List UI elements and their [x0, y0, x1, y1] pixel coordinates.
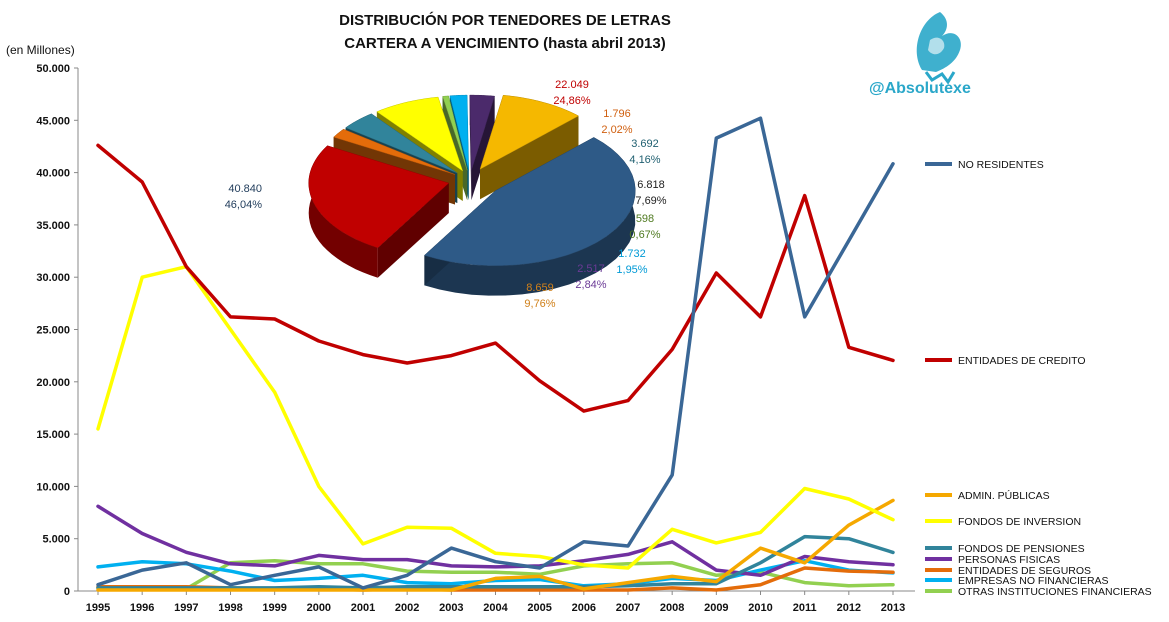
x-tick-label: 2007 — [616, 602, 640, 614]
x-tick-label: 2003 — [439, 602, 463, 614]
pie-value-label: 40.840 — [228, 183, 262, 195]
y-tick-label: 30.000 — [36, 272, 70, 284]
pie-chart: 40.840 46,04% 22.049 24,86% 1.796 2,02% 3.692 4… — [225, 79, 667, 310]
pie-slice-wall — [471, 96, 495, 201]
x-tick-label: 2009 — [704, 602, 728, 614]
x-tick-label: 2012 — [837, 602, 861, 614]
pie-slice-side — [424, 137, 636, 296]
pie-percent-label: 0,67% — [629, 229, 660, 241]
series-line-2 — [96, 498, 895, 592]
pie-percent-label: 2,02% — [601, 124, 632, 136]
x-tick-label: 2002 — [395, 602, 419, 614]
legend-label: NO RESIDENTES — [958, 159, 1044, 171]
pie-slice-side — [308, 145, 378, 278]
legend: NO RESIDENTES ENTIDADES DE CREDITO ADMIN. … — [925, 159, 1152, 598]
legend-label: FONDOS DE PENSIONES — [958, 543, 1085, 555]
series-line-1 — [96, 143, 895, 413]
pie-percent-label: 1,95% — [616, 264, 647, 276]
y-tick-label: 20.000 — [36, 377, 70, 389]
pie-value-label: 22.049 — [555, 79, 589, 91]
legend-label: EMPRESAS NO FINANCIERAS — [958, 575, 1109, 587]
pie-value-label: 2.517 — [577, 263, 605, 275]
legend-label: ENTIDADES DE SEGUROS — [958, 565, 1091, 577]
series-line-5 — [96, 504, 895, 578]
pie-slice — [333, 128, 456, 175]
legend-label: PERSONAS FISICAS — [958, 554, 1060, 566]
brand-handle: @Absolutexe — [869, 80, 971, 97]
pie-slice — [479, 95, 580, 170]
x-tick-label: 2008 — [660, 602, 684, 614]
x-tick-label: 2000 — [307, 602, 331, 614]
y-tick-label: 25.000 — [36, 325, 70, 337]
pie-value-label: 598 — [636, 213, 654, 225]
series-line-0 — [96, 116, 895, 590]
x-tick-label: 2010 — [748, 602, 772, 614]
pie-percent-label: 46,04% — [225, 199, 263, 211]
pie-slice — [423, 137, 636, 266]
pie-percent-label: 4,16% — [629, 154, 660, 166]
y-tick-label: 10.000 — [36, 481, 70, 493]
axes: 0 5.000 10.000 15.000 20.000 25.000 30.000 35.0… — [36, 63, 915, 614]
pie-slice — [449, 94, 469, 171]
x-tick-label: 1995 — [86, 602, 110, 614]
y-tick-label: 5.000 — [42, 534, 70, 546]
pie-percent-label: 24,86% — [553, 95, 591, 107]
pie-slice — [376, 96, 464, 172]
pie-slice — [308, 145, 450, 249]
x-tick-label: 2001 — [351, 602, 375, 614]
line-series — [96, 116, 895, 592]
pie-percent-label: 9,76% — [524, 298, 555, 310]
y-tick-label: 45.000 — [36, 115, 70, 127]
pie-slice-wall — [480, 115, 579, 200]
pie-slice — [345, 113, 458, 174]
pie-value-label: 1.732 — [618, 248, 646, 260]
pie-percent-label: 2,84% — [575, 279, 606, 291]
legend-label: ENTIDADES DE CREDITO — [958, 355, 1086, 367]
y-tick-label: 15.000 — [36, 429, 70, 441]
series-line-4 — [96, 534, 895, 590]
x-tick-label: 2006 — [572, 602, 596, 614]
pie-value-label: 1.796 — [603, 108, 631, 120]
y-tick-label: 50.000 — [36, 63, 70, 75]
x-tick-label: 2011 — [793, 602, 817, 614]
pie-value-label: 3.692 — [631, 138, 659, 150]
legend-label: ADMIN. PÚBLICAS — [958, 489, 1050, 502]
x-tick-label: 1998 — [218, 602, 242, 614]
pie-value-label: 8.659 — [526, 282, 554, 294]
pie-percent-label: 7,69% — [635, 195, 666, 207]
y-tick-label: 40.000 — [36, 168, 70, 180]
x-tick-label: 1996 — [130, 602, 154, 614]
x-tick-label: 2005 — [527, 602, 551, 614]
series-line-3 — [96, 264, 895, 570]
chart-title-line-2: CARTERA A VENCIMIENTO (hasta abril 2013) — [344, 35, 665, 52]
legend-label: FONDOS DE INVERSION — [958, 516, 1081, 528]
pie-slice — [469, 94, 495, 171]
y-axis-label: (en Millones) — [6, 43, 75, 57]
x-tick-label: 2013 — [881, 602, 905, 614]
series-line-8 — [96, 558, 895, 591]
x-tick-label: 1999 — [262, 602, 286, 614]
series-line-7 — [96, 558, 895, 588]
pie-slice — [442, 95, 468, 171]
legend-label: OTRAS INSTITUCIONES FINANCIERAS — [958, 586, 1152, 598]
y-tick-label: 0 — [64, 586, 70, 598]
chart-title-line-1: DISTRIBUCIÓN POR TENEDORES DE LETRAS — [339, 11, 671, 29]
y-tick-label: 35.000 — [36, 220, 70, 232]
x-tick-label: 1997 — [174, 602, 198, 614]
watermark: @Absolutexe — [869, 12, 971, 97]
griffin-logo-icon — [916, 12, 961, 85]
pie-value-label: 6.818 — [637, 179, 665, 191]
chart-title: DISTRIBUCIÓN POR TENEDORES DE LETRAS CAR… — [339, 11, 671, 52]
x-tick-label: 2004 — [483, 602, 508, 614]
